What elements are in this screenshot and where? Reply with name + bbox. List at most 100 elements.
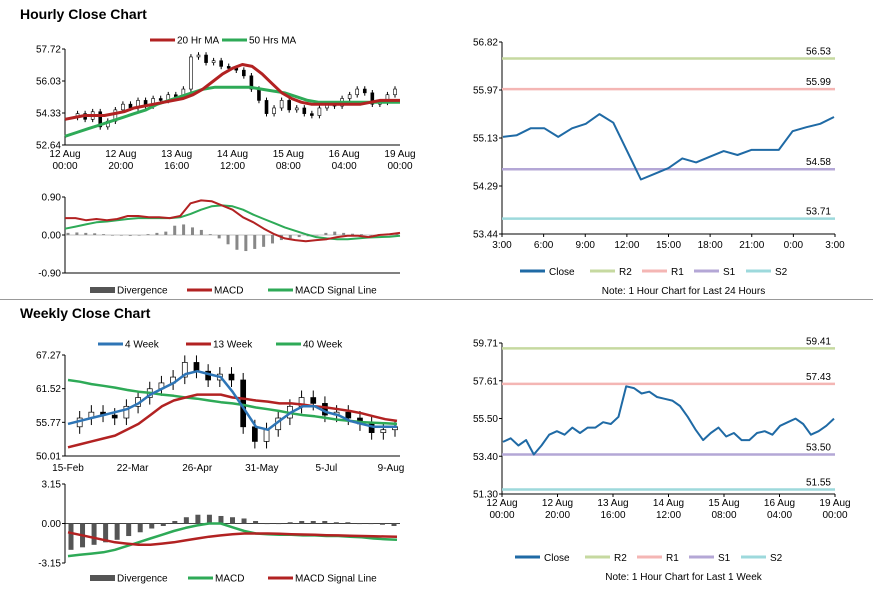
- weekly-price-x-tick-label: 31-May: [245, 463, 278, 474]
- hourly-legend-50hr-label: 50 Hrs MA: [249, 36, 297, 47]
- hourly-divergence-bar: [288, 235, 292, 239]
- weekly1w-legend-s2-swatch: [741, 555, 766, 559]
- weekly1w-close-line: [502, 385, 835, 456]
- hourly-price-x-tick-label: 14 Aug: [217, 149, 248, 160]
- hourly-price-y-tick-label: 54.33: [36, 109, 61, 120]
- weekly-40week-line: [67, 378, 398, 426]
- hourly-macd-legend-macd-swatch: [187, 288, 212, 292]
- hourly-macd-y-tick-label: 0.90: [42, 193, 62, 204]
- hourly-macd-y-tick-label: -0.90: [38, 269, 61, 280]
- hourly-candle: [257, 88, 261, 101]
- weekly-price-x-tick-label: 26-Apr: [182, 463, 213, 474]
- weekly-section-title: Weekly Close Chart: [20, 305, 151, 321]
- hourly24-legend-close-swatch: [520, 269, 545, 273]
- weekly1w-s2-level-label: 51.55: [806, 478, 831, 489]
- hourly-divergence-bar: [244, 235, 248, 252]
- weekly-macd-y-tick-label: 3.15: [42, 480, 62, 491]
- hourly-divergence-bar: [137, 235, 141, 236]
- hourly-macd-line: [65, 199, 401, 243]
- hourly-price-x-tick-label: 15 Aug: [273, 149, 304, 160]
- hourly-macd-signal-line: [64, 204, 401, 241]
- hourly-candle: [370, 92, 375, 105]
- weekly-divergence-bar: [103, 523, 109, 543]
- weekly-candle: [181, 362, 188, 378]
- hourly-divergence-bar: [271, 235, 275, 244]
- hourly-price-x-tick-label: 04:00: [332, 161, 357, 172]
- weekly-macd-legend-signal-swatch: [268, 576, 293, 580]
- weekly-candle: [345, 411, 352, 419]
- weekly-divergence-bar: [114, 523, 120, 540]
- weekly1w-note: Note: 1 Hour Chart for Last 1 Week: [605, 572, 763, 583]
- hourly-candle: [219, 60, 223, 67]
- weekly-divergence-bar: [299, 520, 305, 524]
- hourly-20hr-ma-line: [64, 63, 400, 121]
- weekly-divergence-bar: [391, 523, 397, 527]
- hourly-divergence-bar: [155, 232, 159, 235]
- weekly1w-x-tick-label: 12 Aug: [542, 498, 573, 509]
- hourly-price-x-tick-label: 00:00: [387, 161, 412, 172]
- weekly-divergence-bar: [91, 523, 97, 545]
- hourly-price-x-tick-label: 19 Aug: [384, 149, 415, 160]
- weekly1w-legend-r1-swatch: [637, 555, 662, 559]
- hourly-divergence-bar: [297, 235, 301, 238]
- weekly1w-x-tick-label: 00:00: [822, 510, 847, 521]
- weekly-macd-legend-signal-label: MACD Signal Line: [295, 574, 377, 585]
- hourly-candle: [98, 111, 103, 128]
- weekly-macd-legend-macd-label: MACD: [215, 574, 244, 585]
- weekly-candle: [263, 429, 270, 442]
- hourly24-y-tick-label: 56.82: [473, 38, 498, 49]
- weekly-divergence-bar: [172, 520, 178, 524]
- weekly-divergence-bar: [230, 517, 235, 524]
- hourly-candle: [302, 107, 307, 114]
- weekly1w-legend-r2-swatch: [585, 555, 610, 559]
- hourly-candle: [279, 100, 284, 109]
- weekly-candle: [123, 405, 130, 419]
- weekly1w-x-tick-label: 16:00: [600, 510, 625, 521]
- weekly-candle: [228, 373, 235, 381]
- hourly24-note: Note: 1 Hour Chart for Last 24 Hours: [602, 286, 765, 297]
- hourly-candle: [287, 100, 291, 111]
- weekly1w-x-tick-label: 20:00: [545, 510, 570, 521]
- hourly-divergence-bar: [164, 231, 168, 235]
- hourly-legend-50hr-swatch: [222, 38, 247, 42]
- weekly-price-y-tick-label: 61.52: [36, 384, 61, 395]
- hourly24-x-tick-label: 3:00: [825, 240, 845, 251]
- hourly-divergence-bar: [93, 233, 97, 235]
- hourly24-x-tick-label: 3:00: [492, 240, 512, 251]
- hourly-divergence-bar: [262, 235, 266, 247]
- hourly-price-x-tick-label: 13 Aug: [161, 149, 192, 160]
- hourly-price-y-tick-label: 56.03: [36, 77, 61, 88]
- hourly-divergence-bar: [199, 229, 203, 235]
- weekly1w-legend-s1-swatch: [689, 555, 714, 559]
- weekly1w-x-tick-label: 14 Aug: [653, 498, 684, 509]
- hourly-divergence-bar: [190, 227, 194, 235]
- weekly-divergence-bar: [287, 522, 293, 524]
- weekly-13week-line: [67, 393, 398, 449]
- hourly-divergence-bar: [333, 231, 337, 235]
- hourly24-legend-r2-swatch: [590, 269, 615, 273]
- weekly-price-x-tick-label: 22-Mar: [117, 463, 149, 474]
- hourly24-legend-close-label: Close: [549, 267, 575, 278]
- hourly24-close-line: [502, 113, 835, 181]
- weekly-divergence-bar: [68, 523, 74, 550]
- weekly1w-legend-r1-label: R1: [666, 553, 679, 564]
- hourly-macd-legend-signal-label: MACD Signal Line: [295, 286, 377, 297]
- weekly-candle: [193, 362, 200, 372]
- weekly-divergence-bar: [241, 518, 247, 524]
- hourly-candle: [204, 54, 208, 63]
- hourly24-legend-r2-label: R2: [619, 267, 632, 278]
- hourly24-legend-s1-swatch: [694, 269, 719, 273]
- hourly24-x-tick-label: 15:00: [656, 240, 681, 251]
- weekly-divergence-bar: [160, 523, 166, 527]
- weekly1w-x-tick-label: 08:00: [711, 510, 736, 521]
- weekly1w-y-tick-label: 53.40: [473, 452, 498, 463]
- hourly24-y-tick-label: 53.44: [473, 230, 498, 241]
- weekly1w-x-tick-label: 16 Aug: [764, 498, 795, 509]
- hourly-divergence-bar: [315, 235, 319, 236]
- hourly24-legend-s2-swatch: [746, 269, 771, 273]
- hourly-macd-y-tick-label: 0.00: [42, 231, 62, 242]
- hourly24-legend-s2-label: S2: [775, 267, 788, 278]
- hourly-divergence-bar: [217, 235, 221, 239]
- weekly1w-y-tick-label: 55.50: [473, 414, 498, 425]
- weekly-divergence-bar: [183, 517, 189, 524]
